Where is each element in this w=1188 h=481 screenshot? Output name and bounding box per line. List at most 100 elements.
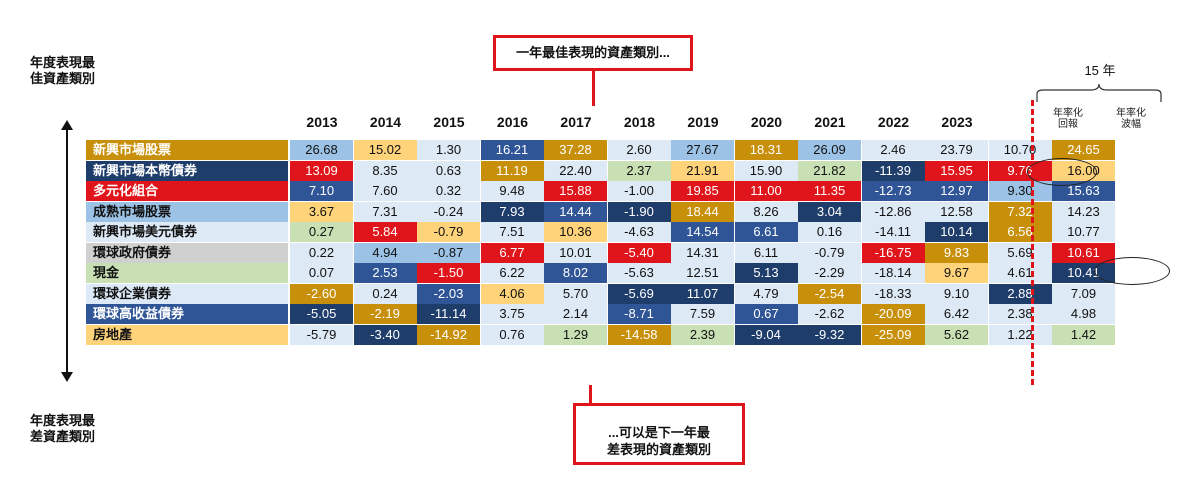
- heatmap-cell: 0.22: [290, 242, 353, 263]
- heatmap-cell: -3.40: [353, 324, 417, 345]
- heatmap-cell: -2.62: [798, 304, 861, 324]
- heatmap-cell: 7.09: [1052, 283, 1115, 304]
- heatmap-cell: 8.35: [353, 160, 417, 181]
- highlight-ring-vol: [1094, 257, 1170, 285]
- heatmap-cell: 6.61: [734, 222, 798, 242]
- heatmap-cell: 2.60: [607, 140, 671, 160]
- heatmap-cell: -18.33: [861, 283, 925, 304]
- heatmap-cell: 5.62: [925, 324, 988, 345]
- fifteen-year-divider: [1031, 100, 1034, 385]
- annualized-return-line1: 年率化: [1053, 108, 1083, 119]
- heatmap-cell: 6.42: [925, 304, 988, 324]
- heatmap-cell: 6.56: [988, 222, 1052, 242]
- heatmap-cell: -12.73: [861, 181, 925, 201]
- heatmap-cell: 14.44: [544, 201, 607, 222]
- year-header-2014: 2014: [369, 114, 402, 130]
- year-header-2017: 2017: [560, 114, 592, 130]
- heatmap-cell: 9.67: [925, 263, 988, 283]
- heatmap-cell: 1.22: [988, 324, 1052, 345]
- highlight-ring-return: [1027, 158, 1097, 186]
- heatmap-cell: -0.79: [417, 222, 480, 242]
- year-header-2022: 2022: [877, 114, 910, 130]
- heatmap-cell: -2.60: [290, 283, 353, 304]
- heatmap-cell: 0.07: [290, 263, 353, 283]
- heatmap-cell: 26.09: [798, 140, 861, 160]
- bracket-icon: [1036, 84, 1162, 102]
- asset-label-multi_asset: 多元化組合: [86, 181, 288, 201]
- callout-top-connector: [592, 71, 595, 106]
- worst-label-line1: 年度表現最: [30, 413, 96, 428]
- heatmap-cell: 11.35: [798, 181, 861, 201]
- heatmap-cell: -20.09: [861, 304, 925, 324]
- heatmap-cell: 0.32: [417, 181, 480, 201]
- heatmap-cell: 11.07: [671, 283, 734, 304]
- best-asset-label: 年度表現最 佳資產類別: [30, 55, 95, 87]
- heatmap-cell: 3.67: [290, 201, 353, 222]
- heatmap-cell: -4.63: [607, 222, 671, 242]
- heatmap-cell: 0.27: [290, 222, 353, 242]
- ranking-arrow-icon: [61, 120, 73, 382]
- heatmap-cell: 7.32: [988, 201, 1052, 222]
- heatmap-cell: 16.21: [480, 140, 544, 160]
- annualized-vol-header: 年率化 波幅: [1099, 108, 1163, 130]
- heatmap-cell: 0.76: [480, 324, 544, 345]
- annualized-return-header: 年率化 回報: [1036, 108, 1100, 130]
- heatmap-cell: -5.05: [290, 304, 353, 324]
- heatmap-cell: 15.63: [1052, 181, 1115, 201]
- heatmap-cell: -1.00: [607, 181, 671, 201]
- heatmap-cell: -0.79: [798, 242, 861, 263]
- year-header-2019: 2019: [687, 114, 719, 130]
- heatmap-cell: 4.79: [734, 283, 798, 304]
- heatmap-cell: -14.92: [417, 324, 480, 345]
- heatmap-cell: 15.95: [925, 160, 988, 181]
- heatmap-cell: 9.10: [925, 283, 988, 304]
- heatmap-cell: -11.39: [861, 160, 925, 181]
- heatmap-cell: -1.50: [417, 263, 480, 283]
- heatmap-cell: 2.14: [544, 304, 607, 324]
- heatmap-cell: 12.51: [671, 263, 734, 283]
- heatmap-cell: -5.79: [290, 324, 353, 345]
- heatmap-cell: -2.19: [353, 304, 417, 324]
- callout-worst-line1: ...可以是下一年最: [608, 425, 710, 440]
- heatmap-cell: 7.51: [480, 222, 544, 242]
- heatmap-cell: 7.31: [353, 201, 417, 222]
- heatmap-cell: -5.40: [607, 242, 671, 263]
- year-header-2020: 2020: [750, 114, 783, 130]
- year-header-2018: 2018: [623, 114, 656, 130]
- heatmap-cell: -2.29: [798, 263, 861, 283]
- heatmap-cell: -14.58: [607, 324, 671, 345]
- asset-label-global_gov_bond: 環球政府債券: [86, 242, 288, 263]
- asset-label-developed_equity: 成熟市場股票: [86, 201, 288, 222]
- heatmap-cell: 15.88: [544, 181, 607, 201]
- heatmap-cell: 14.31: [671, 242, 734, 263]
- heatmap-cell: 8.02: [544, 263, 607, 283]
- heatmap-cell: 2.53: [353, 263, 417, 283]
- heatmap-cell: 21.91: [671, 160, 734, 181]
- asset-label-emerging_equity: 新興市場股票: [86, 140, 288, 160]
- annualized-vol-line1: 年率化: [1116, 108, 1146, 119]
- worst-label-line2: 差資產類別: [30, 429, 96, 444]
- heatmap-cell: 6.77: [480, 242, 544, 263]
- heatmap-cell: 2.39: [671, 324, 734, 345]
- year-header-2015: 2015: [433, 114, 465, 130]
- heatmap-cell: 10.14: [925, 222, 988, 242]
- heatmap-cell: 1.30: [417, 140, 480, 160]
- heatmap-cell: 5.13: [734, 263, 798, 283]
- heatmap-cell: 5.70: [544, 283, 607, 304]
- asset-label-global_hy_bond: 環球高收益債券: [86, 304, 288, 324]
- asset-label-global_corp_bond: 環球企業債券: [86, 283, 288, 304]
- asset-label-em_usd_bond: 新興市場美元債券: [86, 222, 288, 242]
- heatmap-cell: 5.84: [353, 222, 417, 242]
- asset-label-real_estate: 房地產: [86, 324, 288, 345]
- best-label-line1: 年度表現最: [30, 55, 96, 70]
- heatmap-cell: -2.03: [417, 283, 480, 304]
- heatmap-cell: 2.88: [988, 283, 1052, 304]
- heatmap-cell: 23.79: [925, 140, 988, 160]
- callout-best-text: 一年最佳表現的資產類別...: [516, 45, 670, 60]
- heatmap-cell: 4.94: [353, 242, 417, 263]
- heatmap-cell: 0.63: [417, 160, 480, 181]
- heatmap-cell: 10.70: [988, 140, 1052, 160]
- callout-worst-next-year: ...可以是下一年最 差表現的資產類別: [573, 403, 745, 465]
- heatmap-cell: 6.11: [734, 242, 798, 263]
- heatmap-cell: 10.01: [544, 242, 607, 263]
